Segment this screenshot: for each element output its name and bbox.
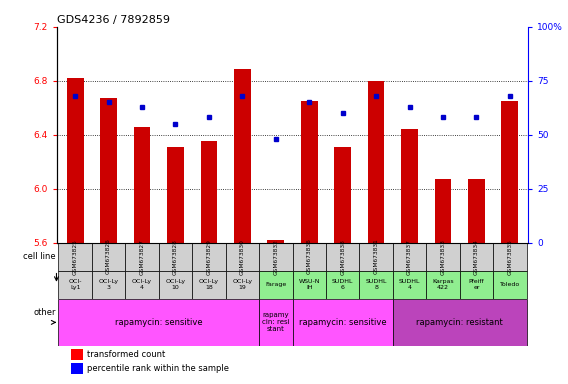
Text: GSM673826: GSM673826 bbox=[106, 239, 111, 275]
Bar bbox=[159, 271, 192, 299]
Bar bbox=[393, 243, 426, 271]
Text: GSM673825: GSM673825 bbox=[73, 239, 78, 275]
Text: rapamy
cin: resi
stant: rapamy cin: resi stant bbox=[262, 313, 290, 333]
Text: OCI-
Ly1: OCI- Ly1 bbox=[68, 279, 82, 290]
Bar bbox=[167, 147, 184, 243]
Bar bbox=[126, 243, 159, 271]
Bar bbox=[293, 243, 326, 271]
Text: GSM673832: GSM673832 bbox=[273, 239, 278, 275]
Text: GSM673835: GSM673835 bbox=[507, 239, 512, 275]
Text: GSM673829: GSM673829 bbox=[206, 239, 211, 275]
Text: Toledo: Toledo bbox=[500, 282, 520, 287]
Bar bbox=[367, 81, 385, 243]
Bar bbox=[468, 179, 485, 243]
Bar bbox=[159, 243, 192, 271]
Bar bbox=[401, 129, 418, 243]
Text: GSM673836: GSM673836 bbox=[307, 239, 312, 275]
Text: OCI-Ly
4: OCI-Ly 4 bbox=[132, 279, 152, 290]
Bar bbox=[71, 349, 83, 360]
Bar bbox=[234, 69, 250, 243]
Bar bbox=[502, 101, 518, 243]
Bar bbox=[460, 271, 493, 299]
Bar bbox=[201, 141, 218, 243]
Bar bbox=[259, 271, 293, 299]
Text: cell line: cell line bbox=[23, 252, 56, 261]
Bar bbox=[460, 243, 493, 271]
Text: GSM673827: GSM673827 bbox=[140, 239, 145, 275]
Bar bbox=[225, 243, 259, 271]
Text: GSM673837: GSM673837 bbox=[407, 239, 412, 275]
Bar bbox=[59, 243, 92, 271]
Text: GSM673830: GSM673830 bbox=[240, 239, 245, 275]
Text: rapamycin: sensitive: rapamycin: sensitive bbox=[299, 318, 386, 327]
Bar bbox=[101, 98, 117, 243]
Bar bbox=[268, 240, 284, 243]
Bar bbox=[192, 271, 225, 299]
Bar bbox=[426, 271, 460, 299]
Bar bbox=[192, 243, 225, 271]
Text: Farage: Farage bbox=[265, 282, 286, 287]
Text: OCI-Ly
18: OCI-Ly 18 bbox=[199, 279, 219, 290]
Text: GSM673831: GSM673831 bbox=[374, 239, 379, 275]
Text: Pfeiff
er: Pfeiff er bbox=[469, 279, 485, 290]
Bar bbox=[259, 299, 293, 346]
Bar bbox=[126, 271, 159, 299]
Text: GDS4236 / 7892859: GDS4236 / 7892859 bbox=[57, 15, 170, 25]
Text: Karpas
422: Karpas 422 bbox=[432, 279, 454, 290]
Text: SUDHL
6: SUDHL 6 bbox=[332, 279, 353, 290]
Bar bbox=[326, 271, 360, 299]
Bar bbox=[67, 78, 83, 243]
Text: OCI-Ly
19: OCI-Ly 19 bbox=[232, 279, 252, 290]
Bar bbox=[133, 127, 151, 243]
Bar bbox=[393, 271, 426, 299]
Bar bbox=[293, 299, 393, 346]
Text: GSM673833: GSM673833 bbox=[440, 239, 445, 275]
Bar bbox=[92, 243, 126, 271]
Text: SUDHL
8: SUDHL 8 bbox=[365, 279, 387, 290]
Bar bbox=[71, 363, 83, 374]
Bar bbox=[259, 243, 293, 271]
Text: GSM673834: GSM673834 bbox=[474, 239, 479, 275]
Text: GSM673838: GSM673838 bbox=[340, 239, 345, 275]
Bar bbox=[493, 243, 527, 271]
Bar bbox=[59, 299, 259, 346]
Text: WSU-N
IH: WSU-N IH bbox=[299, 279, 320, 290]
Text: rapamycin: resistant: rapamycin: resistant bbox=[416, 318, 503, 327]
Bar bbox=[360, 271, 393, 299]
Bar bbox=[293, 271, 326, 299]
Bar bbox=[435, 179, 452, 243]
Text: SUDHL
4: SUDHL 4 bbox=[399, 279, 420, 290]
Bar bbox=[360, 243, 393, 271]
Bar bbox=[301, 101, 318, 243]
Text: transformed count: transformed count bbox=[87, 350, 166, 359]
Text: GSM673828: GSM673828 bbox=[173, 239, 178, 275]
Bar bbox=[59, 271, 92, 299]
Text: other: other bbox=[34, 308, 56, 317]
Text: OCI-Ly
10: OCI-Ly 10 bbox=[165, 279, 186, 290]
Text: OCI-Ly
3: OCI-Ly 3 bbox=[99, 279, 119, 290]
Text: rapamycin: sensitive: rapamycin: sensitive bbox=[115, 318, 203, 327]
Bar bbox=[326, 243, 360, 271]
Text: percentile rank within the sample: percentile rank within the sample bbox=[87, 364, 229, 373]
Bar bbox=[393, 299, 527, 346]
Bar bbox=[225, 271, 259, 299]
Bar bbox=[92, 271, 126, 299]
Bar bbox=[493, 271, 527, 299]
Bar bbox=[426, 243, 460, 271]
Bar bbox=[335, 147, 351, 243]
